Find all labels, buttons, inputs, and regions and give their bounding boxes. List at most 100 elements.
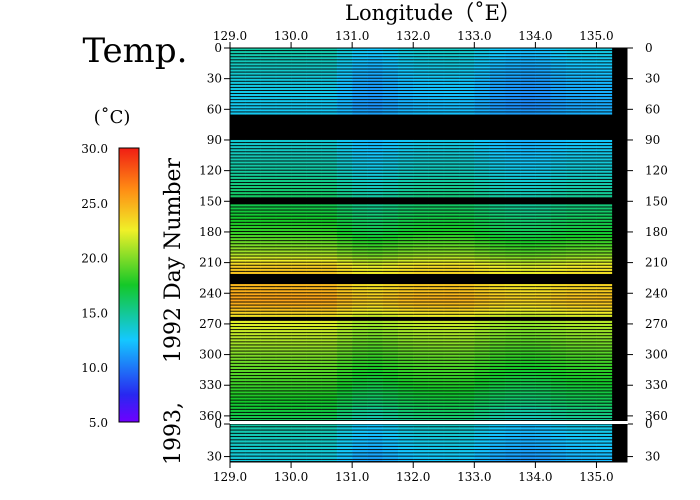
- heatmap-cell: [550, 385, 567, 388]
- heatmap-cell: [550, 253, 567, 256]
- heatmap-cell: [291, 427, 307, 430]
- heatmap-cell: [581, 382, 597, 385]
- heatmap-cell: [550, 357, 567, 360]
- heatmap-cell: [367, 409, 384, 412]
- heatmap-cell: [291, 388, 307, 391]
- heatmap-cell: [230, 284, 246, 287]
- heatmap-cell: [443, 360, 460, 363]
- heatmap-cell: [413, 430, 429, 433]
- heatmap-cell: [321, 388, 338, 391]
- heatmap-cell: [474, 103, 490, 106]
- heatmap-cell: [550, 333, 567, 336]
- heatmap-cell: [336, 152, 353, 155]
- heatmap-cell: [550, 152, 567, 155]
- heatmap-cell: [413, 320, 429, 324]
- heatmap-cell: [504, 66, 521, 69]
- heatmap-cell: [275, 385, 292, 388]
- heatmap-cell: [565, 238, 582, 241]
- heatmap-cell: [565, 210, 582, 213]
- heatmap-cell: [245, 369, 261, 373]
- heatmap-cell: [489, 345, 506, 348]
- heatmap-cell: [489, 287, 506, 290]
- heatmap-cell: [413, 433, 429, 437]
- heatmap-cell: [230, 379, 246, 382]
- heatmap-cell: [443, 158, 460, 161]
- heatmap-cell: [474, 456, 490, 459]
- heatmap-cell: [245, 103, 261, 106]
- heatmap-cell: [291, 287, 307, 290]
- heatmap-cell: [596, 430, 613, 433]
- heatmap-cell: [504, 354, 521, 357]
- heatmap-cell: [565, 72, 582, 75]
- heatmap-cell: [397, 238, 414, 241]
- heatmap-cell: [474, 437, 490, 440]
- heatmap-cell: [367, 225, 384, 228]
- heatmap-cell: [459, 72, 475, 75]
- heatmap-cell: [382, 357, 399, 360]
- heatmap-cell: [291, 305, 307, 308]
- heatmap-cell: [520, 453, 536, 456]
- heatmap-cell: [382, 152, 399, 155]
- heatmap-cell: [550, 397, 567, 400]
- heatmap-cell: [336, 158, 353, 161]
- heatmap-cell: [352, 302, 368, 305]
- heatmap-cell: [413, 87, 429, 91]
- heatmap-cell: [367, 75, 384, 78]
- heatmap-cell: [550, 339, 567, 342]
- heatmap-cell: [352, 326, 368, 330]
- heatmap-cell: [321, 415, 338, 419]
- heatmap-cell: [520, 385, 536, 388]
- heatmap-cell: [565, 57, 582, 60]
- heatmap-cell: [230, 440, 246, 443]
- heatmap-cell: [413, 78, 429, 81]
- heatmap-cell: [352, 158, 368, 161]
- heatmap-cell: [428, 216, 445, 219]
- heatmap-cell: [520, 326, 536, 330]
- heatmap-cell: [413, 372, 429, 376]
- heatmap-cell: [352, 418, 368, 421]
- heatmap-cell: [535, 348, 552, 351]
- heatmap-cell: [520, 345, 536, 348]
- heatmap-cell: [260, 446, 277, 450]
- heatmap-cell: [336, 176, 353, 179]
- heatmap-cell: [321, 210, 338, 213]
- heatmap-cell: [260, 330, 277, 333]
- heatmap-cell: [321, 48, 338, 51]
- heatmap-cell: [443, 271, 460, 274]
- heatmap-cell: [550, 204, 567, 207]
- heatmap-cell: [443, 299, 460, 302]
- heatmap-cell: [443, 60, 460, 63]
- heatmap-cell: [565, 75, 582, 78]
- heatmap-cell: [306, 427, 323, 430]
- heatmap-cell: [504, 351, 521, 354]
- heatmap-cell: [459, 228, 475, 232]
- heatmap-cell: [459, 293, 475, 296]
- heatmap-cell: [260, 342, 277, 345]
- heatmap-cell: [474, 210, 490, 213]
- heatmap-cell: [459, 225, 475, 228]
- heatmap-cell: [260, 161, 277, 164]
- heatmap-cell: [336, 443, 353, 446]
- heatmap-cell: [581, 225, 597, 228]
- heatmap-cell: [382, 265, 399, 268]
- heatmap-cell: [260, 244, 277, 247]
- heatmap-cell: [520, 339, 536, 342]
- heatmap-cell: [321, 450, 338, 453]
- heatmap-cell: [397, 437, 414, 440]
- heatmap-cell: [489, 87, 506, 91]
- heatmap-cell: [245, 81, 261, 84]
- heatmap-cell: [596, 299, 613, 302]
- colorbar-tick-label: 25.0: [81, 197, 108, 211]
- heatmap-cell: [581, 72, 597, 75]
- heatmap-cell: [428, 93, 445, 97]
- heatmap-cell: [520, 164, 536, 167]
- y-tick-label-left: 240: [199, 286, 222, 300]
- heatmap-cell: [245, 253, 261, 256]
- heatmap-cell: [550, 336, 567, 339]
- heatmap-cell: [504, 182, 521, 186]
- heatmap-cell: [336, 216, 353, 219]
- heatmap-cell: [382, 409, 399, 412]
- heatmap-cell: [565, 336, 582, 339]
- heatmap-cell: [230, 231, 246, 235]
- heatmap-cell: [504, 84, 521, 87]
